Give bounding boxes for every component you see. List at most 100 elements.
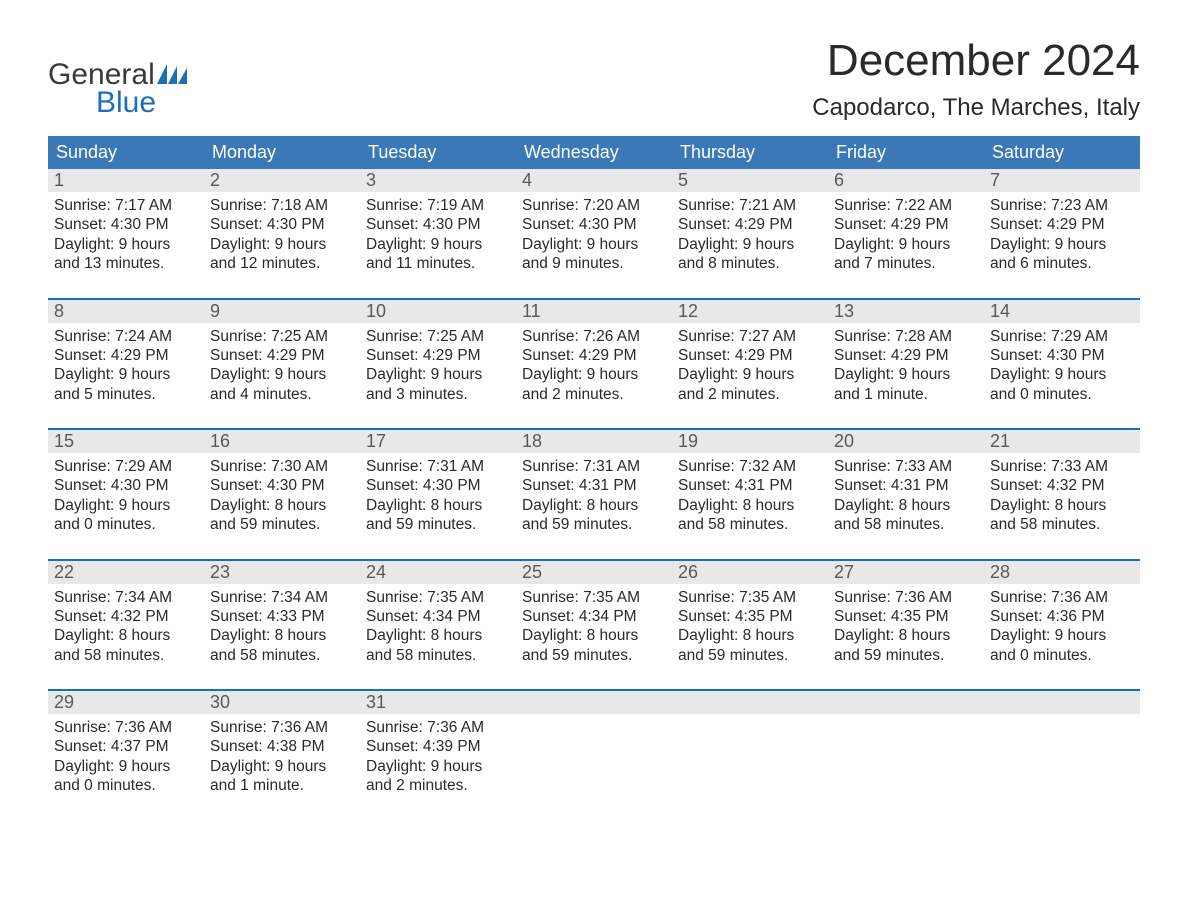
day-cell: 1Sunrise: 7:17 AMSunset: 4:30 PMDaylight…	[48, 169, 204, 274]
day-cell: 10Sunrise: 7:25 AMSunset: 4:29 PMDayligh…	[360, 300, 516, 405]
daylight-line-2: and 0 minutes.	[990, 646, 1134, 665]
daylight-line-1: Daylight: 9 hours	[210, 235, 354, 254]
day-number: 2	[204, 169, 360, 192]
daylight-line-2: and 59 minutes.	[522, 515, 666, 534]
daylight-line-1: Daylight: 9 hours	[834, 235, 978, 254]
sunset-line: Sunset: 4:32 PM	[54, 607, 198, 626]
day-body: Sunrise: 7:31 AMSunset: 4:30 PMDaylight:…	[360, 453, 516, 535]
sunset-line: Sunset: 4:29 PM	[54, 346, 198, 365]
day-number: 22	[48, 561, 204, 584]
day-body: Sunrise: 7:33 AMSunset: 4:31 PMDaylight:…	[828, 453, 984, 535]
sunrise-line: Sunrise: 7:32 AM	[678, 457, 822, 476]
day-cell: 21Sunrise: 7:33 AMSunset: 4:32 PMDayligh…	[984, 430, 1140, 535]
sunset-line: Sunset: 4:29 PM	[834, 346, 978, 365]
sunrise-line: Sunrise: 7:28 AM	[834, 327, 978, 346]
calendar-grid: Sunday Monday Tuesday Wednesday Thursday…	[48, 136, 1140, 796]
daylight-line-2: and 5 minutes.	[54, 385, 198, 404]
sunset-line: Sunset: 4:39 PM	[366, 737, 510, 756]
daylight-line-1: Daylight: 9 hours	[54, 365, 198, 384]
sunrise-line: Sunrise: 7:17 AM	[54, 196, 198, 215]
sunset-line: Sunset: 4:29 PM	[210, 346, 354, 365]
sunrise-line: Sunrise: 7:35 AM	[366, 588, 510, 607]
day-cell: 31Sunrise: 7:36 AMSunset: 4:39 PMDayligh…	[360, 691, 516, 796]
day-body: Sunrise: 7:27 AMSunset: 4:29 PMDaylight:…	[672, 323, 828, 405]
sunrise-line: Sunrise: 7:30 AM	[210, 457, 354, 476]
day-number	[828, 691, 984, 714]
daylight-line-1: Daylight: 9 hours	[990, 626, 1134, 645]
day-body: Sunrise: 7:22 AMSunset: 4:29 PMDaylight:…	[828, 192, 984, 274]
daylight-line-1: Daylight: 8 hours	[522, 496, 666, 515]
daylight-line-2: and 58 minutes.	[678, 515, 822, 534]
sunrise-line: Sunrise: 7:18 AM	[210, 196, 354, 215]
logo-word-2: Blue	[48, 88, 187, 118]
day-body: Sunrise: 7:20 AMSunset: 4:30 PMDaylight:…	[516, 192, 672, 274]
sunset-line: Sunset: 4:34 PM	[366, 607, 510, 626]
sunset-line: Sunset: 4:38 PM	[210, 737, 354, 756]
sunset-line: Sunset: 4:33 PM	[210, 607, 354, 626]
daylight-line-1: Daylight: 8 hours	[522, 626, 666, 645]
day-cell: 28Sunrise: 7:36 AMSunset: 4:36 PMDayligh…	[984, 561, 1140, 666]
day-cell: 26Sunrise: 7:35 AMSunset: 4:35 PMDayligh…	[672, 561, 828, 666]
daylight-line-2: and 4 minutes.	[210, 385, 354, 404]
sunset-line: Sunset: 4:29 PM	[678, 346, 822, 365]
sunset-line: Sunset: 4:30 PM	[210, 476, 354, 495]
dow-tue: Tuesday	[360, 136, 516, 169]
day-number: 18	[516, 430, 672, 453]
day-cell: 20Sunrise: 7:33 AMSunset: 4:31 PMDayligh…	[828, 430, 984, 535]
sunset-line: Sunset: 4:30 PM	[990, 346, 1134, 365]
daylight-line-2: and 2 minutes.	[522, 385, 666, 404]
dow-thu: Thursday	[672, 136, 828, 169]
week-row: 1Sunrise: 7:17 AMSunset: 4:30 PMDaylight…	[48, 169, 1140, 274]
daylight-line-2: and 13 minutes.	[54, 254, 198, 273]
day-body: Sunrise: 7:34 AMSunset: 4:33 PMDaylight:…	[204, 584, 360, 666]
day-cell: 11Sunrise: 7:26 AMSunset: 4:29 PMDayligh…	[516, 300, 672, 405]
daylight-line-2: and 59 minutes.	[522, 646, 666, 665]
header-bar: General Blue December 2024 Capodarco, Th…	[48, 36, 1140, 122]
day-body: Sunrise: 7:33 AMSunset: 4:32 PMDaylight:…	[984, 453, 1140, 535]
day-number: 30	[204, 691, 360, 714]
sunset-line: Sunset: 4:29 PM	[678, 215, 822, 234]
daylight-line-1: Daylight: 9 hours	[366, 757, 510, 776]
dow-wed: Wednesday	[516, 136, 672, 169]
day-cell: 27Sunrise: 7:36 AMSunset: 4:35 PMDayligh…	[828, 561, 984, 666]
day-body: Sunrise: 7:26 AMSunset: 4:29 PMDaylight:…	[516, 323, 672, 405]
sunrise-line: Sunrise: 7:34 AM	[210, 588, 354, 607]
sunrise-line: Sunrise: 7:31 AM	[522, 457, 666, 476]
daylight-line-1: Daylight: 9 hours	[678, 365, 822, 384]
dow-sun: Sunday	[48, 136, 204, 169]
day-cell: 5Sunrise: 7:21 AMSunset: 4:29 PMDaylight…	[672, 169, 828, 274]
sunset-line: Sunset: 4:35 PM	[834, 607, 978, 626]
daylight-line-1: Daylight: 9 hours	[54, 757, 198, 776]
daylight-line-1: Daylight: 8 hours	[54, 626, 198, 645]
day-number	[672, 691, 828, 714]
day-number	[516, 691, 672, 714]
sunset-line: Sunset: 4:30 PM	[366, 476, 510, 495]
day-body: Sunrise: 7:29 AMSunset: 4:30 PMDaylight:…	[984, 323, 1140, 405]
day-body: Sunrise: 7:36 AMSunset: 4:37 PMDaylight:…	[48, 714, 204, 796]
day-number: 3	[360, 169, 516, 192]
week-row: 29Sunrise: 7:36 AMSunset: 4:37 PMDayligh…	[48, 689, 1140, 796]
day-number: 6	[828, 169, 984, 192]
day-body: Sunrise: 7:31 AMSunset: 4:31 PMDaylight:…	[516, 453, 672, 535]
day-body: Sunrise: 7:25 AMSunset: 4:29 PMDaylight:…	[360, 323, 516, 405]
title-block: December 2024 Capodarco, The Marches, It…	[812, 36, 1140, 122]
dow-fri: Friday	[828, 136, 984, 169]
sunrise-line: Sunrise: 7:36 AM	[990, 588, 1134, 607]
logo-flag-icon	[157, 60, 187, 90]
sunset-line: Sunset: 4:31 PM	[834, 476, 978, 495]
sunrise-line: Sunrise: 7:31 AM	[366, 457, 510, 476]
day-number	[984, 691, 1140, 714]
sunset-line: Sunset: 4:36 PM	[990, 607, 1134, 626]
daylight-line-2: and 0 minutes.	[54, 515, 198, 534]
sunset-line: Sunset: 4:31 PM	[678, 476, 822, 495]
day-number: 20	[828, 430, 984, 453]
sunrise-line: Sunrise: 7:27 AM	[678, 327, 822, 346]
daylight-line-1: Daylight: 8 hours	[834, 496, 978, 515]
daylight-line-2: and 6 minutes.	[990, 254, 1134, 273]
day-cell: 2Sunrise: 7:18 AMSunset: 4:30 PMDaylight…	[204, 169, 360, 274]
day-cell	[516, 691, 672, 796]
daylight-line-1: Daylight: 8 hours	[834, 626, 978, 645]
day-cell: 8Sunrise: 7:24 AMSunset: 4:29 PMDaylight…	[48, 300, 204, 405]
sunset-line: Sunset: 4:32 PM	[990, 476, 1134, 495]
day-body: Sunrise: 7:28 AMSunset: 4:29 PMDaylight:…	[828, 323, 984, 405]
